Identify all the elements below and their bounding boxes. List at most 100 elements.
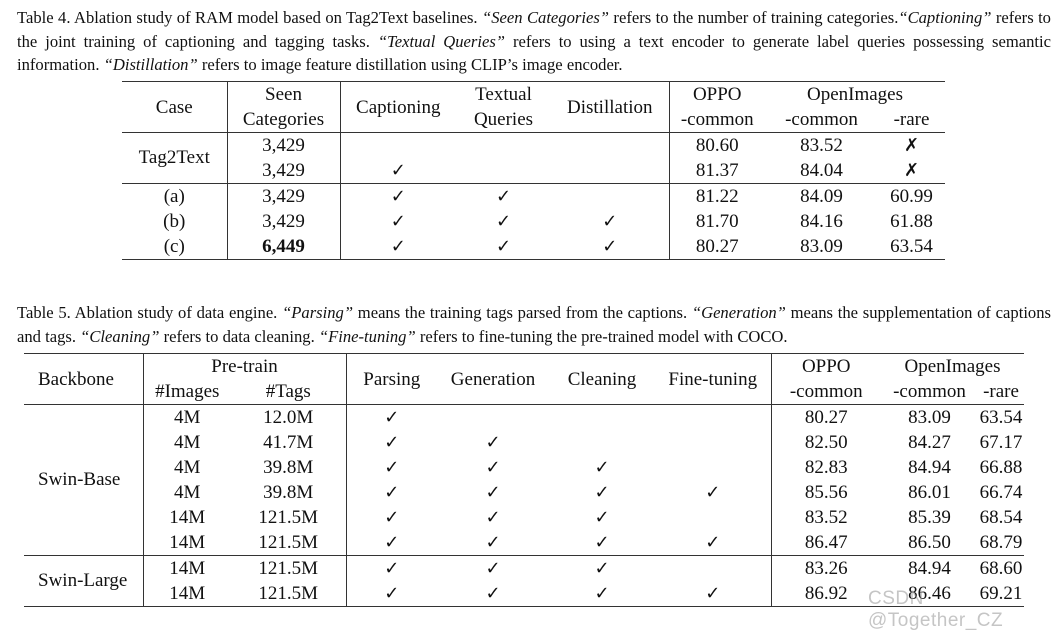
images-value: 4M	[174, 431, 201, 453]
check-icon: ✓	[384, 582, 400, 604]
caption-term: “Captioning”	[898, 8, 992, 27]
header-distillation: Distillation	[551, 81, 670, 133]
check-icon: ✓	[390, 210, 406, 232]
header-tags: #Tags	[231, 379, 347, 405]
case-label: (b)	[122, 209, 228, 234]
oppo-common-value: 86.92	[804, 582, 848, 604]
header-oppo-common: -common	[680, 109, 754, 130]
oi-rare-value: 61.88	[890, 210, 933, 232]
caption-term: “Distillation”	[103, 55, 198, 74]
oi-common-value: 83.09	[800, 235, 843, 257]
tags-value: 121.5M	[231, 555, 347, 581]
header-textual-line2: Queries	[473, 109, 534, 130]
seen-value: 3,429	[227, 132, 341, 158]
oi-rare-value: 63.54	[979, 406, 1023, 428]
oppo-common-value: 83.52	[804, 506, 848, 528]
header-textual-line1: Textual	[475, 84, 532, 105]
table-row: Swin-Base 4M 12.0M ✓ 80.27 83.09 63.54	[24, 404, 1024, 556]
check-icon: ✓	[485, 557, 501, 579]
check-icon: ✓	[594, 557, 610, 579]
table-row: 14M 121.5M ✓ ✓ ✓ ✓ 86.92 86.46 69.21	[24, 581, 1024, 607]
oi-common-value: 86.01	[908, 481, 951, 503]
check-icon: ✓	[485, 431, 501, 453]
check-icon: ✓	[485, 531, 501, 553]
check-icon: ✓	[384, 431, 400, 453]
check-icon: ✓	[594, 506, 610, 528]
oi-rare-value: 63.54	[890, 235, 933, 257]
textual-cell	[456, 158, 551, 184]
caption-text: refers to the joint training of captioni…	[17, 8, 1051, 51]
finetuning-cell	[655, 404, 772, 430]
distillation-cell	[551, 158, 670, 184]
check-icon: ✓	[384, 481, 400, 503]
tags-value: 39.8M	[231, 480, 347, 505]
images-value: 14M	[169, 557, 206, 579]
textual-cell	[456, 133, 551, 159]
cleaning-cell	[549, 405, 655, 431]
oppo-common-value: 85.56	[804, 481, 848, 503]
caption-text: refers to the number of training categor…	[609, 8, 899, 27]
oi-rare-value: 66.74	[979, 481, 1023, 503]
caption-term: “Cleaning”	[80, 326, 160, 346]
images-value: 14M	[169, 531, 206, 553]
check-icon: ✓	[384, 456, 400, 478]
oi-common-value: 84.16	[800, 210, 843, 232]
tags-value: 121.5M	[231, 530, 347, 556]
header-generation: Generation	[450, 368, 536, 390]
check-icon: ✓	[551, 209, 670, 234]
oppo-common-value: 81.22	[695, 185, 739, 207]
table4-ablation-ram: Case Seen Captioning Textual Distillatio…	[122, 81, 945, 260]
check-icon: ✓	[594, 582, 610, 604]
oi-rare-value: 60.99	[890, 185, 933, 207]
oppo-common-value: 82.83	[804, 456, 848, 478]
table-row: (c) 6,449 ✓ ✓ ✓ 80.27 83.09 63.54	[122, 234, 945, 260]
images-value: 4M	[174, 406, 201, 428]
cross-icon: ✗	[903, 134, 920, 156]
check-icon: ✓	[485, 506, 501, 528]
caption-text: refers to fine-tuning the pre-trained mo…	[415, 326, 788, 346]
tags-value: 12.0M	[231, 404, 347, 430]
oi-common-value: 83.09	[908, 406, 951, 428]
check-icon: ✓	[594, 456, 610, 478]
caption-term: “Fine-tuning”	[318, 326, 416, 346]
table-row: Swin-Large 14M 121.5M ✓ ✓ ✓ 83.26 84.94 …	[24, 555, 1024, 607]
case-label: Tag2Text	[122, 132, 228, 184]
tags-value: 41.7M	[231, 430, 347, 455]
check-icon: ✓	[495, 210, 512, 232]
header-oppo: OPPO	[801, 356, 851, 377]
table5-ablation-data-engine: Backbone Pre-train Parsing Generation Cl…	[24, 353, 1024, 607]
check-icon: ✓	[485, 582, 501, 604]
images-value: 14M	[169, 582, 206, 604]
caption-text: Table 5. Ablation study of data engine.	[17, 303, 283, 322]
check-icon: ✓	[390, 185, 406, 207]
finetuning-cell	[655, 555, 772, 581]
table-row: 4M 41.7M ✓ ✓ 82.50 84.27 67.17	[24, 430, 1024, 455]
header-seen-line1: Seen	[227, 81, 341, 107]
header-oi-common: -common	[785, 109, 858, 130]
oppo-common-value: 80.60	[695, 134, 739, 156]
seen-value: 3,429	[227, 158, 341, 184]
check-icon: ✓	[655, 480, 772, 505]
oi-rare-value: 68.54	[979, 506, 1023, 528]
oi-rare-value: 68.79	[979, 531, 1023, 553]
oi-common-value: 84.04	[800, 159, 843, 181]
table5-caption: Table 5. Ablation study of data engine. …	[17, 301, 1051, 348]
oppo-common-value: 81.70	[695, 210, 739, 232]
images-value: 14M	[169, 506, 206, 528]
caption-text: means the supplementation of captions an…	[17, 303, 1051, 346]
tags-value: 39.8M	[231, 455, 347, 480]
oi-rare-value: 67.17	[979, 431, 1023, 453]
table-row: 4M 39.8M ✓ ✓ ✓ ✓ 85.56 86.01 66.74	[24, 480, 1024, 505]
caption-term: “Parsing”	[282, 303, 354, 322]
caption-term: “Textual Queries”	[377, 31, 506, 51]
caption-text: means the training tags parsed from the …	[353, 303, 692, 322]
backbone-label: Swin-Base	[24, 404, 144, 556]
header-oi-common: -common	[893, 381, 966, 402]
check-icon: ✓	[655, 530, 772, 556]
watermark: CSDN @Together_CZ	[868, 588, 1004, 631]
oi-common-value: 84.94	[908, 557, 951, 579]
check-icon: ✓	[384, 531, 400, 553]
oi-common-value: 85.39	[908, 506, 951, 528]
case-label: (a)	[122, 183, 228, 209]
check-icon: ✓	[390, 235, 406, 257]
